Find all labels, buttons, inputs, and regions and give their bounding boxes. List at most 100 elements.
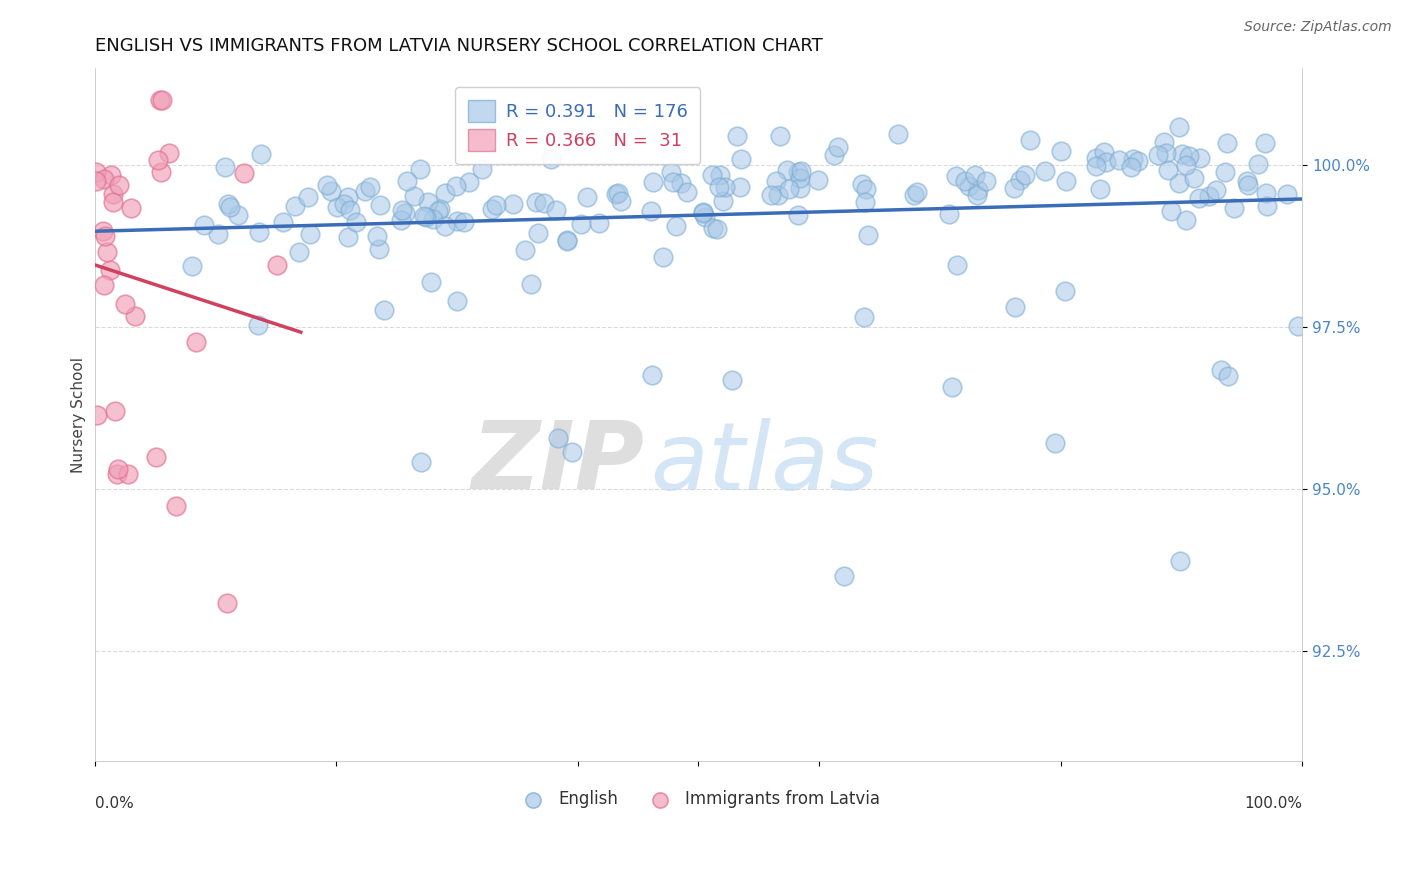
Point: [665, 219, 688, 233]
Point: [1168, 554, 1191, 568]
Point: [1286, 318, 1309, 333]
Text: atlas: atlas: [650, 417, 879, 508]
Point: [728, 180, 751, 194]
Point: [789, 181, 811, 195]
Point: [114, 297, 136, 311]
Point: [557, 234, 579, 248]
Point: [246, 318, 269, 333]
Point: [419, 276, 441, 290]
Point: [693, 210, 716, 224]
Point: [787, 208, 810, 222]
Point: [149, 94, 172, 108]
Point: [966, 188, 988, 202]
Point: [714, 180, 737, 194]
Point: [415, 210, 437, 224]
Point: [373, 303, 395, 318]
Point: [1247, 157, 1270, 171]
Point: [1056, 173, 1078, 187]
Point: [575, 190, 598, 204]
Point: [316, 178, 339, 192]
Point: [1019, 133, 1042, 147]
Point: [339, 202, 361, 217]
Point: [832, 569, 855, 583]
Point: [855, 182, 877, 196]
Point: [297, 189, 319, 203]
Point: [513, 243, 536, 257]
Point: [120, 201, 142, 215]
Point: [354, 185, 377, 199]
Point: [84, 174, 107, 188]
Legend: English, Immigrants from Latvia: English, Immigrants from Latvia: [510, 784, 887, 815]
Point: [1154, 145, 1177, 160]
Point: [84, 165, 107, 179]
Point: [93, 171, 115, 186]
Point: [1168, 176, 1191, 190]
Point: [725, 129, 748, 144]
Point: [938, 207, 960, 221]
Text: ENGLISH VS IMMIGRANTS FROM LATVIA NURSERY SCHOOL CORRELATION CHART: ENGLISH VS IMMIGRANTS FROM LATVIA NURSER…: [94, 37, 823, 55]
Point: [823, 148, 845, 162]
Point: [219, 200, 242, 214]
Point: [786, 164, 808, 178]
Point: [1160, 204, 1182, 219]
Text: 100.0%: 100.0%: [1244, 796, 1302, 811]
Point: [707, 180, 730, 194]
Point: [1035, 163, 1057, 178]
Point: [702, 168, 724, 182]
Point: [446, 214, 468, 228]
Point: [471, 161, 494, 176]
Text: ZIP: ZIP: [471, 417, 644, 509]
Point: [271, 215, 294, 229]
Point: [1182, 171, 1205, 186]
Point: [481, 202, 503, 216]
Point: [96, 245, 118, 260]
Point: [1216, 369, 1239, 384]
Point: [1170, 147, 1192, 161]
Point: [1146, 148, 1168, 162]
Point: [662, 175, 685, 189]
Point: [706, 222, 728, 236]
Text: 0.0%: 0.0%: [94, 796, 134, 811]
Point: [1168, 120, 1191, 135]
Point: [1049, 145, 1071, 159]
Point: [790, 163, 813, 178]
Point: [326, 200, 349, 214]
Point: [93, 277, 115, 292]
Point: [101, 186, 124, 201]
Point: [321, 184, 343, 198]
Point: [409, 454, 432, 468]
Point: [1216, 136, 1239, 150]
Point: [266, 258, 288, 272]
Point: [851, 178, 873, 192]
Point: [124, 309, 146, 323]
Point: [104, 403, 127, 417]
Point: [336, 229, 359, 244]
Point: [366, 229, 388, 244]
Point: [332, 196, 354, 211]
Point: [778, 182, 800, 196]
Point: [519, 277, 541, 292]
Point: [1188, 151, 1211, 165]
Point: [1002, 181, 1025, 195]
Point: [502, 197, 524, 211]
Point: [233, 166, 256, 180]
Point: [402, 189, 425, 203]
Point: [1256, 199, 1278, 213]
Point: [1043, 436, 1066, 450]
Point: [1223, 201, 1246, 215]
Point: [389, 213, 412, 227]
Point: [359, 180, 381, 194]
Point: [827, 140, 849, 154]
Point: [1213, 165, 1236, 179]
Point: [193, 218, 215, 232]
Point: [394, 206, 416, 220]
Point: [117, 467, 139, 482]
Point: [967, 184, 990, 198]
Point: [1108, 153, 1130, 167]
Point: [605, 187, 627, 202]
Point: [765, 174, 787, 188]
Point: [721, 373, 744, 387]
Point: [108, 178, 131, 193]
Point: [1157, 163, 1180, 178]
Point: [433, 219, 456, 234]
